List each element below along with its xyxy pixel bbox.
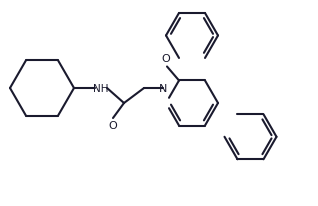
Text: N: N — [159, 84, 167, 94]
Text: O: O — [109, 121, 117, 130]
Text: O: O — [162, 54, 170, 64]
Text: NH: NH — [93, 84, 109, 94]
